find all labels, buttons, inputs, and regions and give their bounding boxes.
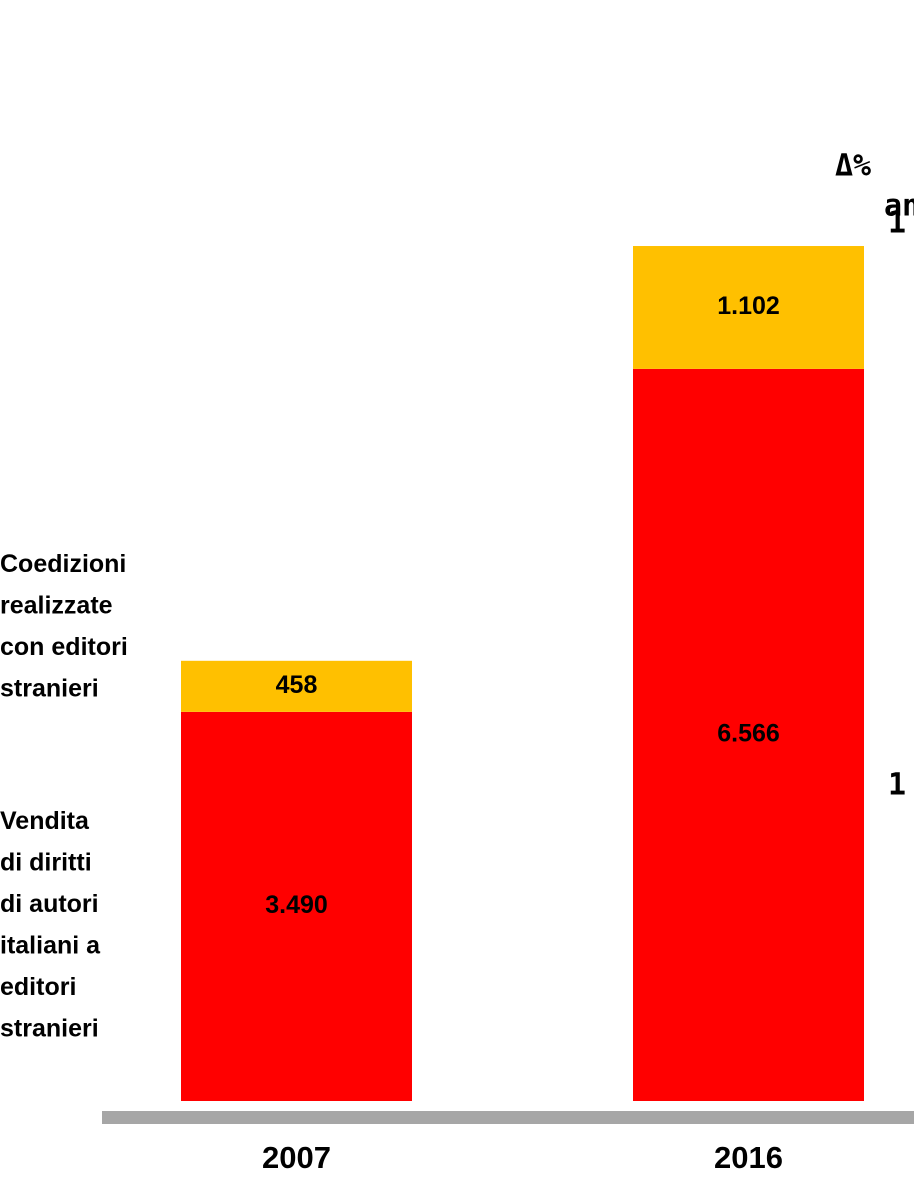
x-axis-line <box>102 1111 914 1124</box>
bar-segment <box>181 711 412 1101</box>
x-tick-label: 2007 <box>262 1140 331 1175</box>
bar-segment <box>181 660 412 712</box>
value-label: 458 <box>276 671 318 699</box>
x-tick-label: 2016 <box>714 1140 783 1175</box>
annotation: Δ% <box>835 149 871 184</box>
annotation: an <box>884 189 914 224</box>
annotation: 1 <box>888 768 906 803</box>
bar-segment <box>633 246 864 369</box>
bar-segment <box>633 368 864 1101</box>
value-label: 1.102 <box>717 292 780 320</box>
legend-label: Coedizioni realizzate con editori stranieri <box>0 550 128 703</box>
value-label: 6.566 <box>717 720 780 748</box>
legend-label: Vendita di diritti di autori italiani a edit… <box>0 807 101 1043</box>
value-label: 3.490 <box>265 891 328 919</box>
annotation: 1 <box>888 206 906 241</box>
